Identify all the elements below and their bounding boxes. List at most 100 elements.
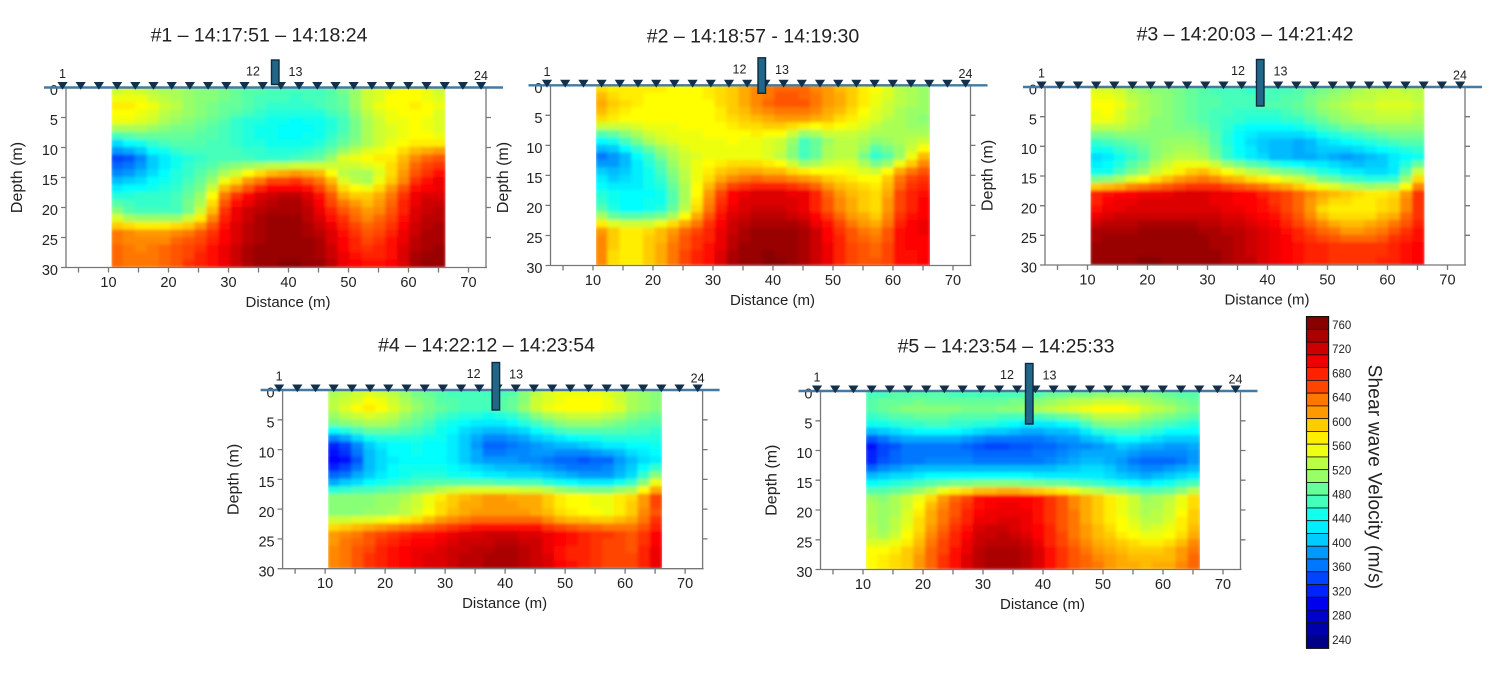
svg-text:30: 30 [437, 576, 453, 592]
svg-text:20: 20 [377, 576, 393, 592]
svg-text:40: 40 [765, 273, 781, 289]
svg-text:Depth (m): Depth (m) [495, 142, 512, 213]
svg-text:13: 13 [775, 63, 789, 77]
svg-text:Shear wave Velocity (m/s): Shear wave Velocity (m/s) [1364, 365, 1385, 590]
svg-text:60: 60 [1379, 273, 1395, 289]
svg-text:13: 13 [1043, 369, 1057, 383]
svg-text:30: 30 [1021, 261, 1037, 277]
svg-text:24: 24 [474, 69, 488, 83]
svg-text:25: 25 [258, 535, 274, 551]
svg-text:480: 480 [1332, 490, 1351, 502]
svg-text:680: 680 [1332, 368, 1351, 380]
svg-text:20: 20 [42, 203, 58, 219]
svg-text:15: 15 [796, 476, 812, 492]
svg-text:50: 50 [340, 275, 356, 291]
svg-text:12: 12 [246, 65, 260, 79]
svg-text:5: 5 [804, 416, 812, 432]
svg-text:0: 0 [1029, 83, 1037, 99]
svg-text:40: 40 [497, 576, 513, 592]
svg-text:40: 40 [1035, 577, 1051, 593]
svg-text:70: 70 [1215, 577, 1231, 593]
svg-text:24: 24 [691, 372, 705, 386]
svg-text:#2 – 14:18:57 - 14:19:30: #2 – 14:18:57 - 14:19:30 [647, 26, 860, 48]
svg-text:60: 60 [400, 275, 416, 291]
svg-text:5: 5 [1029, 112, 1037, 128]
svg-text:#4 – 14:22:12 – 14:23:54: #4 – 14:22:12 – 14:23:54 [378, 335, 595, 357]
svg-text:20: 20 [1139, 273, 1155, 289]
svg-text:640: 640 [1332, 393, 1351, 405]
svg-text:1: 1 [1038, 67, 1045, 81]
svg-text:400: 400 [1332, 538, 1351, 550]
svg-text:10: 10 [585, 273, 601, 289]
svg-text:0: 0 [267, 386, 275, 402]
svg-text:25: 25 [796, 536, 812, 552]
svg-text:60: 60 [1155, 577, 1171, 593]
svg-text:20: 20 [526, 201, 542, 217]
svg-text:70: 70 [1439, 273, 1455, 289]
svg-text:240: 240 [1332, 635, 1351, 647]
svg-text:#1 – 14:17:51 – 14:18:24: #1 – 14:17:51 – 14:18:24 [151, 25, 368, 47]
svg-text:70: 70 [945, 273, 961, 289]
svg-text:25: 25 [42, 233, 58, 249]
svg-text:12: 12 [1231, 64, 1245, 78]
svg-text:30: 30 [42, 263, 58, 279]
svg-text:Depth (m): Depth (m) [764, 445, 781, 516]
svg-text:13: 13 [509, 368, 523, 382]
svg-text:30: 30 [526, 261, 542, 277]
svg-text:30: 30 [705, 273, 721, 289]
svg-text:Distance (m): Distance (m) [462, 595, 547, 612]
svg-text:Depth (m): Depth (m) [980, 140, 997, 211]
svg-text:20: 20 [160, 275, 176, 291]
svg-text:50: 50 [1095, 577, 1111, 593]
svg-text:Distance (m): Distance (m) [1224, 292, 1309, 309]
svg-text:24: 24 [1453, 69, 1467, 83]
svg-text:280: 280 [1332, 611, 1351, 623]
svg-text:20: 20 [1021, 201, 1037, 217]
svg-text:20: 20 [258, 505, 274, 521]
svg-text:70: 70 [460, 275, 476, 291]
svg-text:70: 70 [677, 576, 693, 592]
svg-text:12: 12 [733, 62, 747, 76]
svg-text:15: 15 [1021, 172, 1037, 188]
svg-text:40: 40 [280, 275, 296, 291]
svg-text:10: 10 [100, 275, 116, 291]
svg-text:5: 5 [50, 113, 58, 129]
svg-text:1: 1 [544, 65, 551, 79]
svg-text:10: 10 [796, 446, 812, 462]
svg-text:50: 50 [557, 576, 573, 592]
svg-text:Distance (m): Distance (m) [730, 292, 815, 309]
svg-text:15: 15 [526, 171, 542, 187]
svg-text:#3 – 14:20:03 – 14:21:42: #3 – 14:20:03 – 14:21:42 [1137, 24, 1354, 46]
svg-text:20: 20 [796, 506, 812, 522]
svg-text:10: 10 [317, 576, 333, 592]
svg-text:15: 15 [258, 475, 274, 491]
svg-text:25: 25 [526, 231, 542, 247]
svg-text:10: 10 [1021, 142, 1037, 158]
svg-text:360: 360 [1332, 562, 1351, 574]
svg-text:24: 24 [1229, 373, 1243, 387]
svg-text:24: 24 [959, 67, 973, 81]
svg-text:30: 30 [975, 577, 991, 593]
svg-text:30: 30 [258, 564, 274, 580]
svg-text:Distance (m): Distance (m) [245, 294, 330, 311]
svg-text:25: 25 [1021, 231, 1037, 247]
svg-text:Depth (m): Depth (m) [226, 444, 243, 515]
svg-text:Depth (m): Depth (m) [9, 142, 26, 213]
svg-text:10: 10 [42, 143, 58, 159]
svg-text:50: 50 [1319, 273, 1335, 289]
svg-text:12: 12 [1000, 368, 1014, 382]
svg-text:10: 10 [855, 577, 871, 593]
svg-text:440: 440 [1332, 514, 1351, 526]
svg-text:20: 20 [915, 577, 931, 593]
svg-text:760: 760 [1332, 320, 1351, 332]
svg-text:30: 30 [1199, 273, 1215, 289]
svg-text:Distance (m): Distance (m) [1000, 596, 1085, 613]
svg-text:1: 1 [276, 370, 283, 384]
svg-text:10: 10 [526, 141, 542, 157]
svg-text:40: 40 [1259, 273, 1275, 289]
svg-text:12: 12 [467, 367, 481, 381]
svg-text:30: 30 [220, 275, 236, 291]
svg-text:5: 5 [534, 111, 542, 127]
svg-text:520: 520 [1332, 465, 1351, 477]
svg-text:0: 0 [804, 387, 812, 403]
